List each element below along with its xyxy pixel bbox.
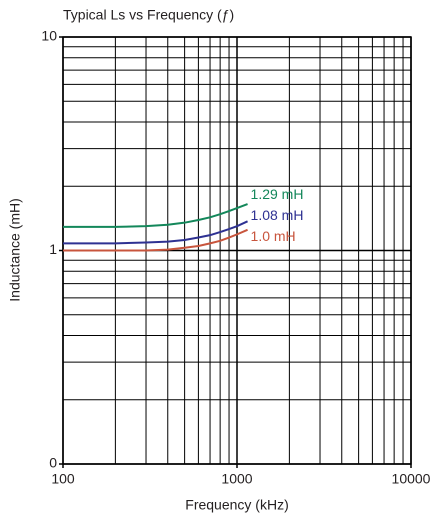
y-tick-label: 0 bbox=[49, 455, 57, 471]
series-label: 1.0 mH bbox=[251, 228, 296, 244]
series-line bbox=[63, 220, 248, 245]
x-tick-label: 1000 bbox=[221, 471, 252, 487]
series-line bbox=[63, 228, 248, 252]
series-label: 1.08 mH bbox=[251, 207, 304, 223]
x-tick-label: 100 bbox=[51, 471, 75, 487]
series-line bbox=[63, 203, 248, 228]
y-tick-label: 1 bbox=[49, 241, 57, 257]
x-tick-label: 10000 bbox=[392, 471, 431, 487]
series-label: 1.29 mH bbox=[251, 186, 304, 202]
y-tick-label: 10 bbox=[41, 28, 57, 44]
y-axis-label: Inductance (mH) bbox=[7, 198, 23, 301]
chart-title: Typical Ls vs Frequency (ƒ) bbox=[63, 7, 234, 23]
x-axis-label: Frequency (kHz) bbox=[185, 497, 288, 513]
